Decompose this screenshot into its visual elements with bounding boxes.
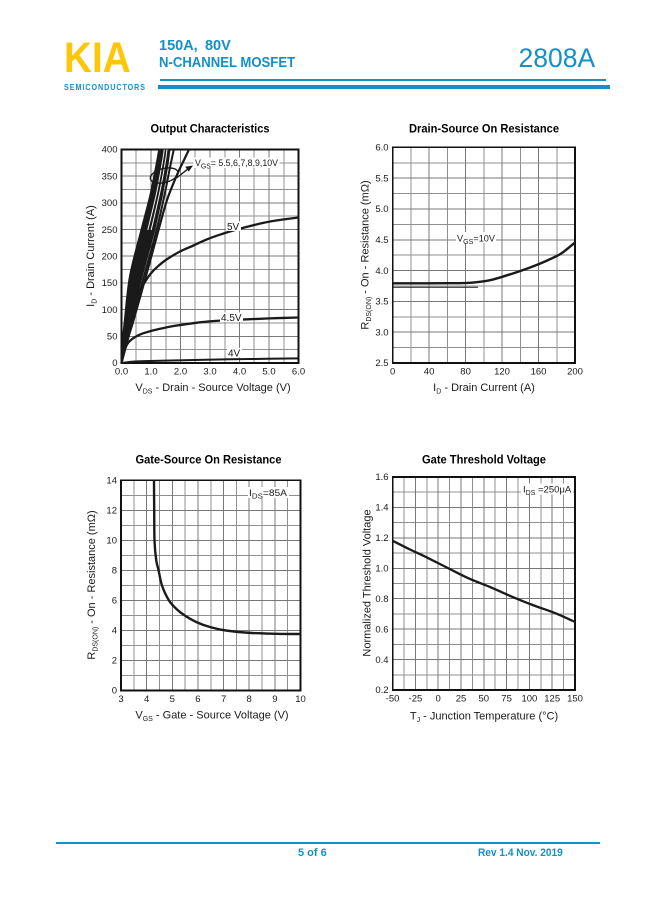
svg-text:9: 9 bbox=[272, 694, 277, 705]
svg-text:6.0: 6.0 bbox=[375, 143, 388, 154]
svg-text:1.2: 1.2 bbox=[375, 533, 388, 544]
svg-text:5.0: 5.0 bbox=[375, 204, 388, 215]
svg-text:ID - Drain Current (A): ID - Drain Current (A) bbox=[433, 382, 535, 396]
svg-text:Gate-Source On Resistance: Gate-Source On Resistance bbox=[136, 453, 282, 467]
svg-text:80: 80 bbox=[460, 367, 471, 378]
svg-text:RDS(ON) - On - Resistance (mΩ): RDS(ON) - On - Resistance (mΩ) bbox=[86, 510, 100, 659]
svg-text:150: 150 bbox=[567, 694, 583, 705]
svg-text:0: 0 bbox=[112, 358, 117, 369]
svg-text:4.5: 4.5 bbox=[375, 235, 388, 246]
svg-text:0.2: 0.2 bbox=[375, 685, 388, 696]
svg-text:40: 40 bbox=[424, 367, 435, 378]
svg-text:75: 75 bbox=[501, 694, 512, 705]
svg-text:0: 0 bbox=[112, 686, 117, 697]
svg-text:4.5V: 4.5V bbox=[221, 313, 242, 324]
svg-text:Output Characteristics: Output Characteristics bbox=[151, 122, 270, 136]
svg-text:8: 8 bbox=[112, 566, 117, 577]
svg-text:12: 12 bbox=[106, 506, 117, 517]
svg-text:3.0: 3.0 bbox=[203, 367, 216, 378]
svg-text:TJ - Junction Temperature (°C): TJ - Junction Temperature (°C) bbox=[410, 711, 558, 725]
svg-text:0: 0 bbox=[390, 367, 395, 378]
svg-text:0: 0 bbox=[436, 694, 441, 705]
svg-text:350: 350 bbox=[102, 171, 118, 182]
svg-text:VDS - Drain - Source Voltage (: VDS - Drain - Source Voltage (V) bbox=[135, 382, 290, 396]
svg-text:5.0: 5.0 bbox=[262, 367, 275, 378]
svg-text:4.0: 4.0 bbox=[375, 266, 388, 277]
svg-text:10: 10 bbox=[106, 536, 117, 547]
svg-text:6.0: 6.0 bbox=[292, 367, 305, 378]
svg-text:25: 25 bbox=[456, 694, 467, 705]
svg-text:1.0: 1.0 bbox=[144, 367, 157, 378]
svg-text:50: 50 bbox=[479, 694, 490, 705]
svg-text:100: 100 bbox=[102, 305, 118, 316]
svg-text:300: 300 bbox=[102, 198, 118, 209]
svg-text:0.8: 0.8 bbox=[375, 594, 388, 605]
svg-text:4.0: 4.0 bbox=[233, 367, 246, 378]
svg-text:RDS(ON) - On - Resistance (mΩ): RDS(ON) - On - Resistance (mΩ) bbox=[360, 180, 374, 329]
svg-text:IDS =250μA: IDS =250μA bbox=[523, 485, 572, 498]
svg-text:-50: -50 bbox=[386, 694, 400, 705]
svg-text:8: 8 bbox=[247, 694, 252, 705]
svg-text:10: 10 bbox=[295, 694, 306, 705]
svg-text:2: 2 bbox=[112, 656, 117, 667]
svg-text:0.4: 0.4 bbox=[375, 655, 388, 666]
svg-text:160: 160 bbox=[531, 367, 547, 378]
svg-text:0.0: 0.0 bbox=[115, 367, 128, 378]
svg-text:Gate Threshold Voltage: Gate Threshold Voltage bbox=[422, 453, 546, 467]
svg-text:4: 4 bbox=[144, 694, 149, 705]
svg-text:1.0: 1.0 bbox=[375, 564, 388, 575]
svg-text:100: 100 bbox=[521, 694, 537, 705]
svg-text:50: 50 bbox=[107, 332, 118, 343]
svg-text:6: 6 bbox=[195, 694, 200, 705]
svg-text:3.0: 3.0 bbox=[375, 327, 388, 338]
svg-text:200: 200 bbox=[102, 251, 118, 262]
svg-text:250: 250 bbox=[102, 225, 118, 236]
svg-text:4V: 4V bbox=[228, 349, 241, 360]
svg-text:ID - Drain Current (A): ID - Drain Current (A) bbox=[85, 205, 99, 307]
svg-text:7: 7 bbox=[221, 694, 226, 705]
svg-text:150: 150 bbox=[102, 278, 118, 289]
svg-text:3: 3 bbox=[118, 694, 123, 705]
svg-text:1.6: 1.6 bbox=[375, 472, 388, 483]
svg-text:120: 120 bbox=[494, 367, 510, 378]
svg-text:Drain-Source On Resistance: Drain-Source On Resistance bbox=[409, 122, 559, 136]
svg-text:2.5: 2.5 bbox=[375, 358, 388, 369]
svg-text:5V: 5V bbox=[227, 222, 240, 233]
svg-text:VGS= 5.5,6,7,8,9,10V: VGS= 5.5,6,7,8,9,10V bbox=[195, 158, 278, 171]
svg-text:VGS - Gate - Source Voltage (V: VGS - Gate - Source Voltage (V) bbox=[135, 710, 288, 724]
svg-text:2.0: 2.0 bbox=[174, 367, 187, 378]
svg-text:3.5: 3.5 bbox=[375, 297, 388, 308]
svg-text:5: 5 bbox=[170, 694, 175, 705]
svg-text:1.4: 1.4 bbox=[375, 503, 388, 514]
svg-text:Normalized Threshold Voltage: Normalized Threshold Voltage bbox=[362, 509, 374, 656]
svg-text:4: 4 bbox=[112, 626, 117, 637]
svg-text:125: 125 bbox=[544, 694, 560, 705]
svg-text:0.6: 0.6 bbox=[375, 624, 388, 635]
svg-text:400: 400 bbox=[102, 145, 118, 156]
svg-text:6: 6 bbox=[112, 596, 117, 607]
svg-text:14: 14 bbox=[106, 476, 117, 487]
svg-text:200: 200 bbox=[567, 367, 583, 378]
svg-text:-25: -25 bbox=[409, 694, 423, 705]
svg-text:5.5: 5.5 bbox=[375, 173, 388, 184]
